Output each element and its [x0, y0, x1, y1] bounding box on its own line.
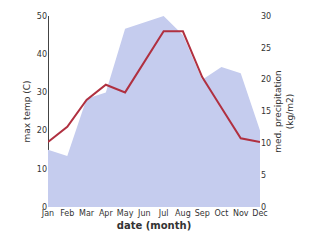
- svg-text:25: 25: [261, 44, 271, 53]
- svg-text:0: 0: [261, 203, 266, 212]
- svg-text:Nov: Nov: [233, 209, 249, 218]
- svg-text:med. precipitation(kg/m2): med. precipitation(kg/m2): [273, 70, 295, 152]
- svg-text:Aug: Aug: [175, 209, 191, 218]
- svg-text:20: 20: [37, 126, 47, 135]
- svg-text:Sep: Sep: [195, 209, 210, 218]
- svg-text:Jul: Jul: [158, 209, 169, 218]
- svg-text:May: May: [117, 209, 134, 218]
- svg-text:30: 30: [37, 88, 47, 97]
- svg-text:date (month): date (month): [117, 220, 191, 231]
- svg-text:Jun: Jun: [137, 209, 151, 218]
- svg-text:Jan: Jan: [41, 209, 54, 218]
- svg-text:10: 10: [261, 139, 271, 148]
- svg-text:5: 5: [261, 171, 266, 180]
- svg-text:Apr: Apr: [99, 209, 114, 218]
- svg-text:10: 10: [37, 165, 47, 174]
- svg-text:40: 40: [37, 50, 47, 59]
- svg-text:15: 15: [261, 107, 271, 116]
- svg-text:20: 20: [261, 75, 271, 84]
- svg-text:Dec: Dec: [252, 209, 267, 218]
- svg-text:50: 50: [37, 12, 47, 21]
- svg-text:Mar: Mar: [79, 209, 95, 218]
- svg-text:30: 30: [261, 12, 271, 21]
- svg-text:Oct: Oct: [215, 209, 229, 218]
- svg-text:Feb: Feb: [60, 209, 74, 218]
- svg-text:0: 0: [42, 203, 47, 212]
- svg-text:max temp (C): max temp (C): [22, 80, 32, 142]
